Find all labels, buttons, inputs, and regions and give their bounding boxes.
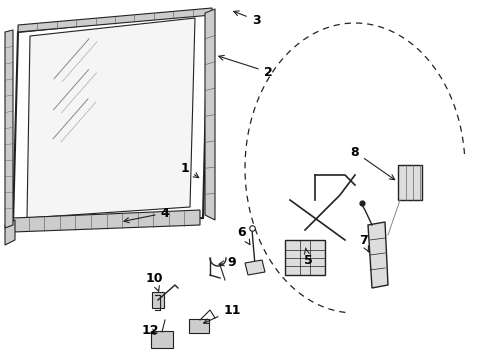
Polygon shape bbox=[205, 9, 215, 220]
Text: 4: 4 bbox=[124, 207, 170, 223]
Text: 3: 3 bbox=[234, 11, 260, 27]
Text: 9: 9 bbox=[219, 256, 236, 269]
Polygon shape bbox=[13, 210, 200, 232]
Polygon shape bbox=[18, 8, 212, 32]
Text: 6: 6 bbox=[238, 225, 250, 244]
Polygon shape bbox=[13, 13, 208, 225]
Polygon shape bbox=[27, 18, 195, 218]
Polygon shape bbox=[398, 165, 422, 200]
Polygon shape bbox=[285, 240, 325, 275]
Text: 10: 10 bbox=[145, 271, 163, 291]
Text: 1: 1 bbox=[181, 162, 199, 178]
Text: 5: 5 bbox=[304, 248, 313, 266]
Polygon shape bbox=[5, 30, 13, 228]
Text: 12: 12 bbox=[141, 324, 159, 337]
FancyBboxPatch shape bbox=[189, 319, 209, 333]
Polygon shape bbox=[245, 260, 265, 275]
FancyBboxPatch shape bbox=[152, 292, 164, 308]
Text: 8: 8 bbox=[351, 145, 395, 180]
Text: 7: 7 bbox=[359, 234, 368, 252]
FancyBboxPatch shape bbox=[151, 331, 173, 348]
Polygon shape bbox=[368, 222, 388, 288]
Polygon shape bbox=[5, 220, 15, 245]
Text: 11: 11 bbox=[204, 303, 241, 323]
Text: 2: 2 bbox=[219, 55, 272, 78]
